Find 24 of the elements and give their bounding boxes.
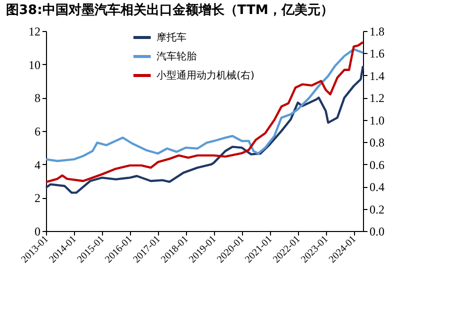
legend-label: 摩托车 [156, 32, 187, 44]
y-tick-label: 6 [34, 124, 40, 138]
chart-title: 图38:中国对墨汽车相关出口金额增长（TTM，亿美元） [6, 2, 334, 18]
y2-tick-label: 0.6 [370, 158, 384, 172]
line-series [44, 41, 364, 184]
y2-tick-label: 1.2 [370, 91, 384, 106]
y2-tick-label: 0.4 [370, 180, 384, 194]
y-tick-label: 12 [28, 24, 40, 38]
y2-tick-label: 1.4 [370, 68, 384, 83]
y-tick-label: 0 [34, 224, 40, 238]
y2-tick-label: 1.6 [370, 46, 384, 61]
y2-tick-label: 1.8 [370, 24, 384, 38]
y-tick-label: 4 [34, 158, 40, 172]
y2-tick-label: 0.8 [370, 136, 384, 150]
y2-tick-label: 1.0 [370, 113, 384, 128]
y2-tick-label: 0.0 [370, 224, 384, 238]
y-tick-label: 10 [28, 58, 40, 72]
line-series [44, 64, 364, 194]
legend-label: 汽车轮胎 [156, 50, 197, 62]
y-tick-label: 2 [34, 191, 40, 206]
legend-label: 小型通用动力机械(右) [156, 70, 254, 82]
y-tick-label: 8 [34, 91, 40, 106]
y2-tick-label: 0.2 [370, 202, 384, 216]
line-series [44, 48, 364, 162]
